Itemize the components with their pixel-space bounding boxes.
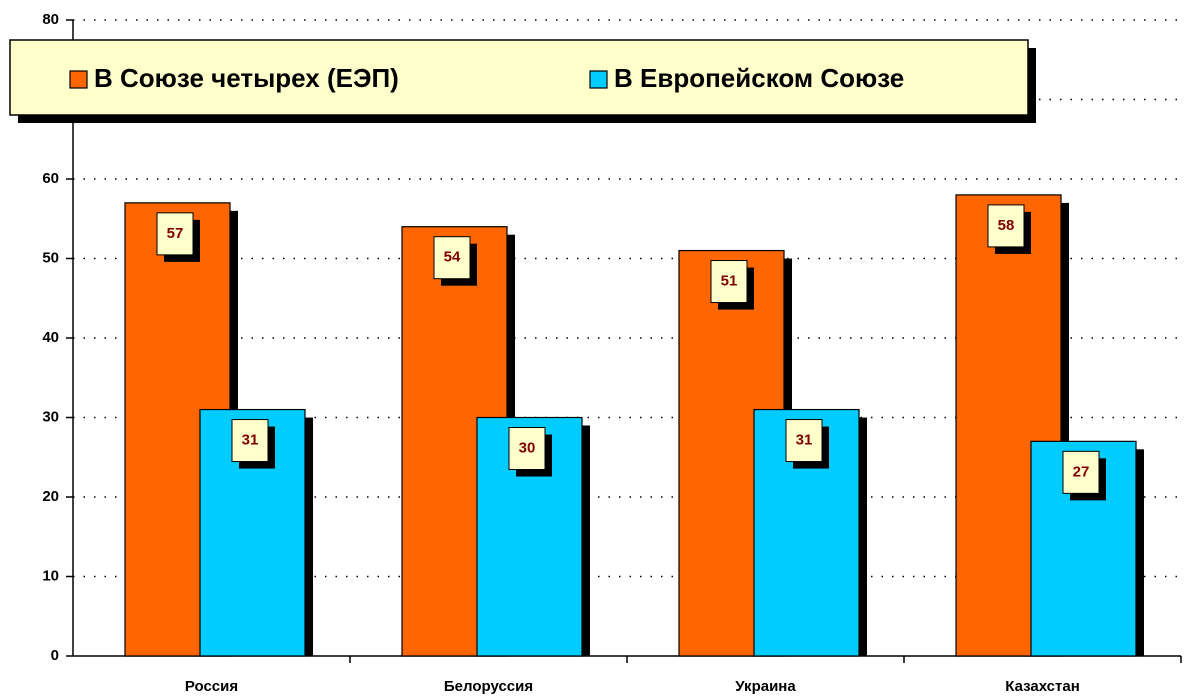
legend-label: В Европейском Союзе: [614, 63, 904, 93]
legend-marker: [69, 70, 88, 89]
data-label-box: [156, 212, 194, 256]
data-label: 58: [998, 217, 1015, 234]
y-tick-label: 10: [42, 567, 59, 584]
data-label: 54: [444, 249, 461, 266]
data-label-box: [710, 260, 748, 304]
legend-marker: [589, 70, 608, 89]
y-tick-label: 30: [42, 408, 59, 425]
x-tick-label: Белоруссия: [444, 678, 533, 695]
data-label: 30: [519, 439, 536, 456]
legend: [9, 39, 1029, 116]
y-tick-label: 60: [42, 170, 59, 187]
data-label: 27: [1073, 463, 1090, 480]
data-label-box: [987, 204, 1025, 248]
data-label-box: [1062, 450, 1100, 494]
data-label-box: [231, 419, 269, 463]
data-label-box: [433, 236, 471, 280]
y-tick-label: 40: [42, 329, 59, 346]
x-tick-label: Россия: [185, 678, 238, 695]
x-tick-label: Украина: [735, 678, 796, 695]
data-label-box: [508, 427, 546, 470]
data-label: 51: [721, 273, 738, 290]
x-tick-label: Казахстан: [1005, 678, 1080, 695]
legend-label: В Союзе четырех (ЕЭП): [94, 63, 399, 93]
y-tick-label: 0: [51, 647, 59, 664]
data-label-box: [785, 419, 823, 463]
y-tick-label: 50: [42, 249, 59, 266]
data-label: 57: [167, 225, 184, 242]
y-tick-label: 80: [42, 11, 59, 28]
data-label: 31: [242, 432, 259, 449]
data-label: 31: [796, 432, 813, 449]
y-tick-label: 20: [42, 488, 59, 505]
